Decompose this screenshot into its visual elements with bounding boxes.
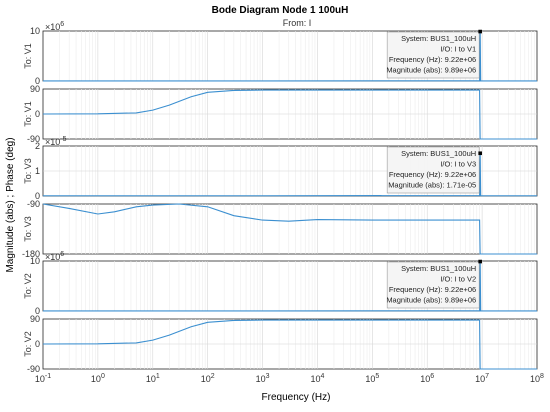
x-tick-base: 10	[475, 374, 485, 384]
y-tick-label: 10	[30, 256, 40, 266]
panel-ylabel: To: V2	[23, 273, 33, 299]
series-line	[43, 153, 537, 197]
x-tick-label: 102	[201, 373, 215, 384]
x-tick-base: 10	[365, 374, 375, 384]
x-tick-exponent: -1	[45, 373, 51, 380]
y-tick-label: 1	[35, 166, 40, 176]
panel-1: 90 0 -90 To: V1	[23, 84, 538, 144]
datatip-2: System: BUS1_100uH I/O: I to V2Frequency …	[386, 259, 482, 309]
x-tick-base: 10	[35, 374, 45, 384]
datatip-line: System: BUS1_100uH	[401, 34, 476, 43]
x-tick-base: 10	[310, 374, 320, 384]
datatip-marker	[478, 29, 482, 34]
x-tick-exponent: 0	[101, 373, 105, 380]
x-tick-exponent: 1	[156, 373, 160, 380]
series-line	[42, 203, 537, 255]
figure-xlabel: Frequency (Hz)	[262, 392, 331, 403]
datatip-line: I/O: I to V1	[440, 45, 476, 54]
panel-frame	[42, 203, 538, 255]
datatip-marker	[478, 151, 482, 156]
y-tick-label: -180	[22, 249, 40, 259]
y-scale-exponent: -5	[60, 136, 66, 143]
series-line	[43, 31, 537, 82]
y-tick-label: 2	[35, 141, 40, 151]
datatip-line: I/O: I to V3	[440, 160, 476, 169]
panel-3: -90 -180 To: V3	[22, 199, 538, 259]
datatip-line: Frequency (Hz): 9.22e+06	[389, 285, 476, 294]
y-tick-label: 0	[35, 109, 40, 119]
y-tick-label: 10	[30, 26, 40, 36]
panel-ylabel: To: V3	[23, 216, 33, 242]
panel-ylabel: To: V1	[23, 101, 33, 127]
datatip-line: Frequency (Hz): 9.22e+06	[389, 170, 476, 179]
y-scale-times-base: ×10	[45, 252, 60, 262]
x-tick-exponent: 5	[375, 373, 379, 380]
y-tick-label: 0	[35, 306, 40, 316]
x-tick-label: 104	[310, 373, 324, 384]
x-tick-label: 100	[91, 373, 105, 384]
y-scale-factor: ×106	[45, 251, 64, 262]
datatip-box	[386, 146, 480, 194]
y-scale-exponent: 6	[60, 21, 64, 28]
datatip-0: System: BUS1_100uH I/O: I to V1Frequency …	[386, 29, 482, 79]
y-tick-label: -90	[27, 199, 40, 209]
y-scale-factor: ×106	[45, 21, 64, 32]
x-tick-exponent: 7	[485, 373, 489, 380]
x-tick-exponent: 4	[320, 373, 324, 380]
x-tick-base: 10	[201, 374, 211, 384]
panel-ylabel: To: V3	[23, 158, 33, 184]
y-scale-factor: ×10-5	[45, 136, 67, 147]
datatip-line: System: BUS1_100uH	[401, 149, 476, 158]
y-tick-label: 0	[35, 191, 40, 201]
datatip-box	[386, 31, 480, 79]
figure-subtitle: From: I	[283, 18, 312, 28]
figure-title: Bode Diagram Node 1 100uH	[212, 5, 349, 16]
x-tick-base: 10	[530, 374, 540, 384]
x-tick-label: 106	[420, 373, 434, 384]
x-tick-label: 105	[365, 373, 379, 384]
panel-5: 90 0 -90 To: V2	[23, 314, 538, 374]
y-scale-exponent: 6	[60, 251, 64, 258]
datatip-line: Magnitude (abs): 9.89e+06	[386, 66, 476, 75]
series-line	[42, 89, 537, 140]
y-tick-label: 0	[35, 339, 40, 349]
datatip-line: Magnitude (abs): 1.71e-05	[388, 181, 476, 190]
figure-ylabel: Magnitude (abs) ; Phase (deg)	[5, 137, 16, 272]
datatip-line: Magnitude (abs): 9.89e+06	[386, 296, 476, 305]
x-tick-base: 10	[420, 374, 430, 384]
x-tick-label: 10-1	[35, 373, 51, 384]
series-line	[42, 319, 537, 370]
x-tick-base: 10	[91, 374, 101, 384]
y-tick-label: 90	[30, 84, 40, 94]
x-tick-label: 107	[475, 373, 489, 384]
datatip-marker	[478, 259, 482, 264]
datatip-line: System: BUS1_100uH	[401, 264, 476, 273]
y-tick-label: 0	[35, 76, 40, 86]
y-tick-label: 90	[30, 314, 40, 324]
x-tick-base: 10	[256, 374, 266, 384]
x-tick-exponent: 3	[266, 373, 270, 380]
y-scale-times-base: ×10	[45, 137, 60, 147]
y-tick-label: -90	[27, 134, 40, 144]
x-tick-base: 10	[146, 374, 156, 384]
y-tick-label: -90	[27, 364, 40, 374]
x-tick-label: 103	[256, 373, 270, 384]
x-tick-exponent: 2	[211, 373, 215, 380]
datatip-line: I/O: I to V2	[440, 275, 476, 284]
series-line	[43, 261, 537, 312]
x-tick-label: 101	[146, 373, 160, 384]
x-tick-exponent: 8	[540, 373, 544, 380]
datatip-line: Frequency (Hz): 9.22e+06	[389, 55, 476, 64]
y-scale-times-base: ×10	[45, 22, 60, 32]
datatip-box	[386, 261, 480, 309]
x-tick-label: 108	[530, 373, 544, 384]
panel-ylabel: To: V1	[23, 43, 33, 69]
x-tick-exponent: 6	[430, 373, 434, 380]
panel-ylabel: To: V2	[23, 331, 33, 357]
datatip-1: System: BUS1_100uH I/O: I to V3Frequency …	[386, 146, 482, 194]
